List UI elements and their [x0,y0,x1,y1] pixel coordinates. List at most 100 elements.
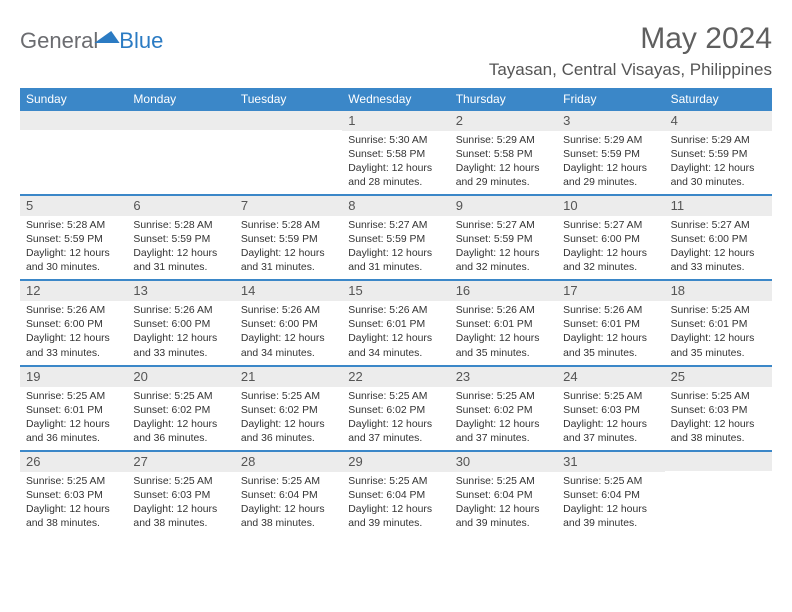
day-cell: 24Sunrise: 5:25 AMSunset: 6:03 PMDayligh… [557,367,664,450]
detail-line: Daylight: 12 hours [563,247,658,261]
day-number: 22 [342,367,449,387]
day-detail: Sunrise: 5:29 AMSunset: 5:59 PMDaylight:… [665,131,772,194]
day-detail: Sunrise: 5:25 AMSunset: 6:02 PMDaylight:… [450,387,557,450]
detail-line: Sunset: 6:03 PM [671,404,766,418]
day-cell: 20Sunrise: 5:25 AMSunset: 6:02 PMDayligh… [127,367,234,450]
day-number [127,111,234,130]
detail-line: Sunrise: 5:25 AM [456,475,551,489]
day-number: 21 [235,367,342,387]
detail-line: Daylight: 12 hours [133,332,228,346]
detail-line: Sunrise: 5:27 AM [671,219,766,233]
day-number: 11 [665,196,772,216]
detail-line: and 35 minutes. [456,347,551,361]
day-cell: 25Sunrise: 5:25 AMSunset: 6:03 PMDayligh… [665,367,772,450]
dow-wednesday: Wednesday [342,88,449,111]
day-cell: 28Sunrise: 5:25 AMSunset: 6:04 PMDayligh… [235,452,342,535]
week-row: 5Sunrise: 5:28 AMSunset: 5:59 PMDaylight… [20,194,772,279]
day-cell [20,111,127,194]
day-cell: 15Sunrise: 5:26 AMSunset: 6:01 PMDayligh… [342,281,449,364]
day-cell: 8Sunrise: 5:27 AMSunset: 5:59 PMDaylight… [342,196,449,279]
detail-line: and 31 minutes. [348,261,443,275]
detail-line: Sunrise: 5:25 AM [348,475,443,489]
detail-line: Sunrise: 5:25 AM [456,390,551,404]
detail-line: Sunset: 6:02 PM [133,404,228,418]
detail-line: Daylight: 12 hours [456,247,551,261]
detail-line: Sunset: 5:59 PM [456,233,551,247]
detail-line: Sunset: 6:04 PM [241,489,336,503]
detail-line: Sunset: 6:00 PM [563,233,658,247]
day-number: 25 [665,367,772,387]
detail-line: Sunrise: 5:28 AM [133,219,228,233]
day-number: 1 [342,111,449,131]
detail-line: Sunrise: 5:25 AM [241,390,336,404]
detail-line: and 37 minutes. [563,432,658,446]
day-number [665,452,772,471]
day-number: 24 [557,367,664,387]
day-number: 30 [450,452,557,472]
detail-line: Sunset: 6:04 PM [456,489,551,503]
detail-line: Sunset: 6:03 PM [26,489,121,503]
detail-line: Sunrise: 5:26 AM [348,304,443,318]
detail-line: and 33 minutes. [133,347,228,361]
day-detail: Sunrise: 5:25 AMSunset: 6:04 PMDaylight:… [450,472,557,535]
detail-line: Sunset: 5:59 PM [26,233,121,247]
day-detail: Sunrise: 5:28 AMSunset: 5:59 PMDaylight:… [20,216,127,279]
day-cell [235,111,342,194]
dow-friday: Friday [557,88,664,111]
detail-line: Sunset: 6:03 PM [133,489,228,503]
detail-line: Sunset: 6:00 PM [671,233,766,247]
detail-line: and 39 minutes. [456,517,551,531]
day-cell: 27Sunrise: 5:25 AMSunset: 6:03 PMDayligh… [127,452,234,535]
detail-line: Daylight: 12 hours [348,332,443,346]
day-detail: Sunrise: 5:26 AMSunset: 6:01 PMDaylight:… [450,301,557,364]
detail-line: and 34 minutes. [348,347,443,361]
day-detail: Sunrise: 5:26 AMSunset: 6:01 PMDaylight:… [557,301,664,364]
detail-line: Daylight: 12 hours [563,332,658,346]
day-detail: Sunrise: 5:25 AMSunset: 6:04 PMDaylight:… [342,472,449,535]
detail-line: Sunset: 5:59 PM [241,233,336,247]
detail-line: Sunrise: 5:29 AM [563,134,658,148]
brand-part2: Blue [119,28,163,54]
title-block: May 2024 Tayasan, Central Visayas, Phili… [489,22,772,80]
detail-line: Daylight: 12 hours [133,503,228,517]
detail-line: Sunset: 6:01 PM [563,318,658,332]
detail-line: and 32 minutes. [563,261,658,275]
detail-line: Sunrise: 5:26 AM [26,304,121,318]
detail-line: Sunset: 6:02 PM [348,404,443,418]
detail-line: Sunrise: 5:25 AM [26,475,121,489]
dow-tuesday: Tuesday [235,88,342,111]
detail-line: Daylight: 12 hours [348,503,443,517]
detail-line: and 31 minutes. [241,261,336,275]
day-detail: Sunrise: 5:26 AMSunset: 6:01 PMDaylight:… [342,301,449,364]
day-detail: Sunrise: 5:28 AMSunset: 5:59 PMDaylight:… [235,216,342,279]
day-detail: Sunrise: 5:28 AMSunset: 5:59 PMDaylight:… [127,216,234,279]
detail-line: Daylight: 12 hours [241,332,336,346]
day-cell: 5Sunrise: 5:28 AMSunset: 5:59 PMDaylight… [20,196,127,279]
detail-line: Sunrise: 5:25 AM [26,390,121,404]
day-number: 31 [557,452,664,472]
detail-line: Sunrise: 5:25 AM [133,475,228,489]
detail-line: Sunset: 5:59 PM [133,233,228,247]
detail-line: and 28 minutes. [348,176,443,190]
day-number: 6 [127,196,234,216]
detail-line: Sunrise: 5:26 AM [456,304,551,318]
day-number: 2 [450,111,557,131]
detail-line: Sunset: 5:59 PM [563,148,658,162]
detail-line: Sunset: 6:01 PM [671,318,766,332]
detail-line: Sunrise: 5:25 AM [241,475,336,489]
detail-line: Daylight: 12 hours [348,162,443,176]
detail-line: Daylight: 12 hours [26,332,121,346]
detail-line: Sunset: 6:04 PM [348,489,443,503]
detail-line: Daylight: 12 hours [563,418,658,432]
detail-line: and 38 minutes. [26,517,121,531]
day-cell: 21Sunrise: 5:25 AMSunset: 6:02 PMDayligh… [235,367,342,450]
detail-line: Sunrise: 5:29 AM [671,134,766,148]
location-text: Tayasan, Central Visayas, Philippines [489,60,772,80]
day-cell: 31Sunrise: 5:25 AMSunset: 6:04 PMDayligh… [557,452,664,535]
detail-line: Daylight: 12 hours [563,162,658,176]
detail-line: and 36 minutes. [133,432,228,446]
day-cell: 16Sunrise: 5:26 AMSunset: 6:01 PMDayligh… [450,281,557,364]
detail-line: and 37 minutes. [456,432,551,446]
brand-part1: General [20,28,98,54]
dow-monday: Monday [127,88,234,111]
